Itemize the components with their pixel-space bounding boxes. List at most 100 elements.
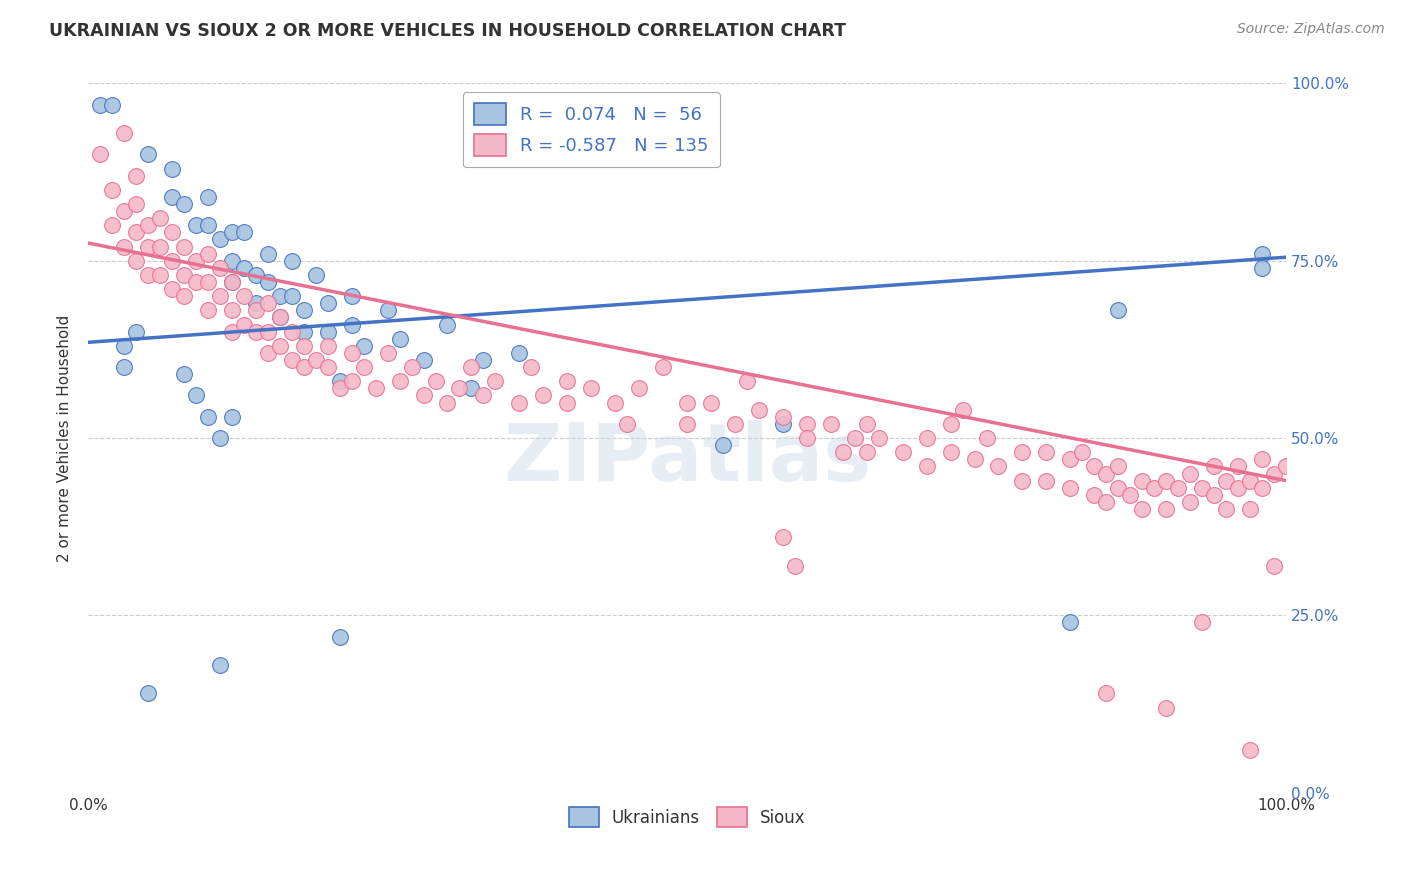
Point bbox=[112, 339, 135, 353]
Point bbox=[269, 310, 291, 325]
Point bbox=[1227, 481, 1250, 495]
Point bbox=[101, 183, 124, 197]
Point bbox=[221, 253, 243, 268]
Point bbox=[1107, 303, 1129, 318]
Point bbox=[1154, 474, 1177, 488]
Point bbox=[472, 353, 495, 368]
Point bbox=[676, 395, 699, 409]
Point bbox=[796, 417, 818, 431]
Point bbox=[1035, 445, 1057, 459]
Point bbox=[1178, 495, 1201, 509]
Point bbox=[232, 226, 254, 240]
Point bbox=[256, 246, 278, 260]
Point bbox=[963, 452, 986, 467]
Point bbox=[891, 445, 914, 459]
Point bbox=[173, 368, 195, 382]
Point bbox=[125, 226, 148, 240]
Point bbox=[952, 402, 974, 417]
Point bbox=[508, 395, 530, 409]
Point bbox=[208, 260, 231, 275]
Point bbox=[1251, 481, 1274, 495]
Point bbox=[208, 431, 231, 445]
Point bbox=[281, 325, 304, 339]
Point bbox=[173, 268, 195, 282]
Point bbox=[316, 339, 339, 353]
Point bbox=[221, 409, 243, 424]
Point bbox=[1215, 474, 1237, 488]
Point bbox=[1191, 615, 1213, 630]
Point bbox=[1130, 502, 1153, 516]
Point bbox=[555, 374, 578, 388]
Point bbox=[305, 268, 328, 282]
Point bbox=[136, 147, 159, 161]
Point bbox=[1095, 467, 1118, 481]
Point bbox=[772, 530, 794, 544]
Point bbox=[329, 630, 352, 644]
Point bbox=[676, 417, 699, 431]
Point bbox=[316, 296, 339, 310]
Point bbox=[783, 558, 806, 573]
Point bbox=[281, 353, 304, 368]
Point bbox=[772, 417, 794, 431]
Point bbox=[160, 226, 183, 240]
Point bbox=[256, 275, 278, 289]
Point bbox=[208, 658, 231, 673]
Point bbox=[1263, 558, 1285, 573]
Point bbox=[735, 374, 758, 388]
Point bbox=[232, 260, 254, 275]
Point bbox=[340, 318, 363, 332]
Point bbox=[197, 303, 219, 318]
Point bbox=[364, 381, 387, 395]
Point bbox=[184, 219, 207, 233]
Point bbox=[256, 346, 278, 360]
Point bbox=[173, 197, 195, 211]
Point bbox=[1204, 459, 1226, 474]
Point bbox=[724, 417, 747, 431]
Point bbox=[1239, 502, 1261, 516]
Point bbox=[340, 346, 363, 360]
Point bbox=[531, 388, 554, 402]
Point bbox=[711, 438, 734, 452]
Point bbox=[1191, 481, 1213, 495]
Point bbox=[976, 431, 998, 445]
Point bbox=[700, 395, 723, 409]
Point bbox=[305, 353, 328, 368]
Point bbox=[1107, 459, 1129, 474]
Point bbox=[101, 219, 124, 233]
Point bbox=[628, 381, 651, 395]
Point bbox=[245, 325, 267, 339]
Y-axis label: 2 or more Vehicles in Household: 2 or more Vehicles in Household bbox=[58, 314, 72, 562]
Point bbox=[256, 325, 278, 339]
Point bbox=[1178, 467, 1201, 481]
Point bbox=[831, 445, 853, 459]
Point bbox=[340, 374, 363, 388]
Point bbox=[377, 303, 399, 318]
Point bbox=[581, 381, 603, 395]
Point bbox=[136, 268, 159, 282]
Point bbox=[436, 318, 458, 332]
Point bbox=[232, 289, 254, 303]
Point bbox=[1035, 474, 1057, 488]
Point bbox=[329, 374, 352, 388]
Point bbox=[221, 226, 243, 240]
Point bbox=[89, 97, 111, 112]
Point bbox=[197, 246, 219, 260]
Point bbox=[449, 381, 471, 395]
Point bbox=[1251, 452, 1274, 467]
Point bbox=[1083, 459, 1105, 474]
Point bbox=[269, 339, 291, 353]
Point bbox=[987, 459, 1010, 474]
Point bbox=[1275, 459, 1298, 474]
Point bbox=[329, 381, 352, 395]
Point bbox=[160, 161, 183, 176]
Point bbox=[221, 303, 243, 318]
Point bbox=[125, 325, 148, 339]
Point bbox=[245, 296, 267, 310]
Point bbox=[1154, 502, 1177, 516]
Point bbox=[173, 289, 195, 303]
Point bbox=[939, 417, 962, 431]
Point bbox=[197, 275, 219, 289]
Point bbox=[412, 388, 434, 402]
Point bbox=[1143, 481, 1166, 495]
Point bbox=[136, 219, 159, 233]
